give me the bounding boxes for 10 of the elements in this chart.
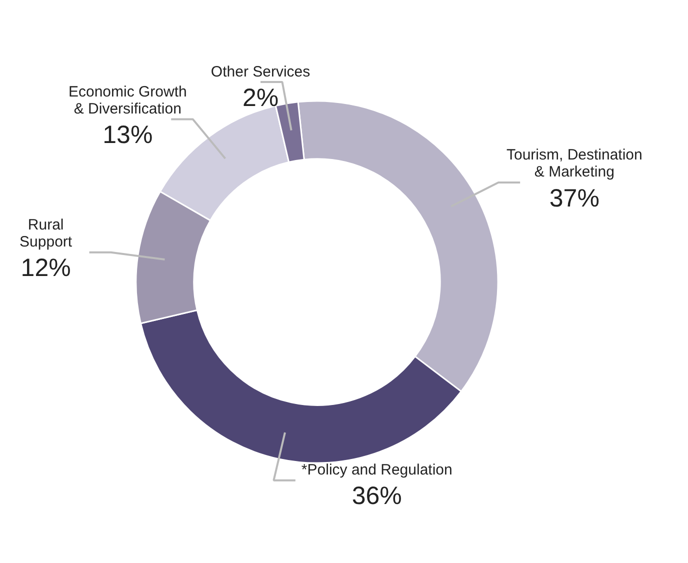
data-label: 37%	[549, 184, 600, 212]
slice-label: Economic Growth & Diversification	[68, 83, 187, 118]
slice-label: Tourism, Destination & Marketing	[506, 146, 642, 181]
data-label: 36%	[352, 482, 402, 510]
slice-label: Rural Support	[20, 216, 73, 251]
data-label: 2%	[242, 84, 279, 112]
slice-label: Other Services	[210, 63, 310, 80]
data-label: 12%	[20, 254, 71, 282]
slice-label: *Policy and Regulation	[301, 462, 452, 479]
data-label: 13%	[102, 121, 153, 150]
